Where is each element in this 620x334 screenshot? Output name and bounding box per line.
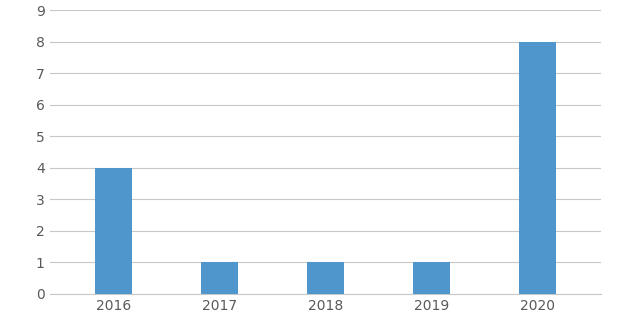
Bar [307, 263, 344, 294]
Bar [519, 41, 556, 294]
Bar [413, 263, 450, 294]
Bar [95, 168, 132, 294]
Bar [201, 263, 238, 294]
